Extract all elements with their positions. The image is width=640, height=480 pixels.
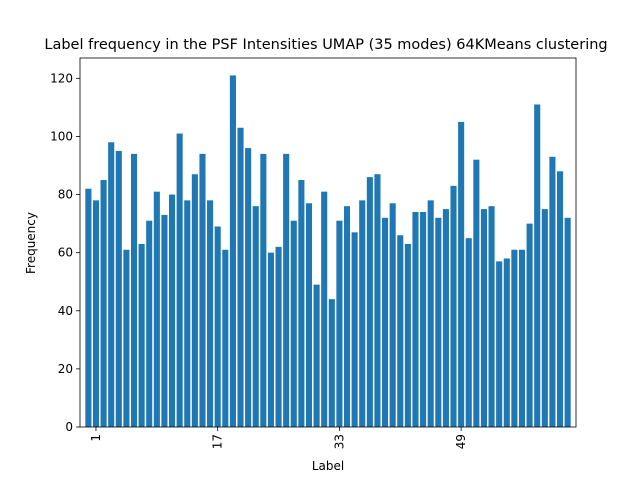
x-tick-label: 49 [454, 434, 468, 449]
bar [298, 180, 305, 427]
y-axis-label: Frequency [24, 212, 38, 274]
bar [480, 209, 487, 427]
bar [503, 258, 510, 427]
bar [351, 232, 358, 427]
bar [260, 153, 267, 427]
bar [374, 174, 381, 427]
bar [115, 150, 122, 428]
bar [359, 200, 366, 427]
bar [85, 188, 92, 427]
bar [420, 211, 427, 427]
bar [237, 127, 244, 427]
bar [366, 177, 373, 427]
bar [458, 121, 465, 428]
y-tick-label: 60 [58, 246, 73, 260]
bar [153, 191, 160, 427]
bar [229, 75, 236, 428]
bar [191, 174, 198, 427]
bars-group [85, 75, 571, 428]
bar [549, 156, 556, 428]
chart-title: Label frequency in the PSF Intensities U… [44, 37, 607, 53]
bar [207, 200, 214, 427]
x-tick-label: 17 [211, 434, 225, 449]
bar [465, 238, 472, 427]
bar [427, 200, 434, 427]
bar [245, 148, 252, 427]
bar [100, 180, 107, 427]
bar [123, 249, 130, 427]
bar [176, 133, 183, 428]
y-tick-label: 100 [50, 129, 73, 143]
bar [290, 220, 297, 427]
bar [336, 220, 343, 427]
bar [161, 214, 168, 427]
plot-frame [79, 57, 577, 428]
bar [313, 284, 320, 427]
x-tick-label: 1 [89, 434, 103, 442]
bar [130, 153, 138, 427]
bar [450, 185, 457, 427]
bar [169, 194, 176, 427]
bar [267, 252, 274, 427]
bar [435, 217, 442, 427]
x-axis: 1 17 33 49 [89, 427, 468, 449]
bar [283, 153, 290, 427]
y-tick-label: 20 [58, 362, 73, 376]
y-tick-label: 80 [58, 188, 73, 202]
bar [473, 159, 480, 427]
bar [146, 220, 153, 427]
bar [108, 142, 115, 427]
x-axis-label: Label [312, 459, 344, 473]
bar [518, 249, 526, 427]
bar [564, 217, 571, 427]
bar [541, 209, 548, 427]
bar [305, 203, 313, 427]
y-tick-label: 0 [65, 420, 73, 434]
bar [496, 261, 503, 427]
bar [252, 206, 259, 427]
bar [511, 249, 518, 427]
bar [442, 209, 449, 427]
bar [526, 223, 533, 427]
bar [222, 249, 229, 427]
bar [382, 217, 389, 427]
bar [92, 200, 100, 427]
y-tick-label: 120 [50, 71, 73, 85]
bar [214, 226, 221, 427]
bar [321, 191, 328, 427]
y-axis: 0 20 40 60 80 100 120 [50, 71, 80, 434]
bar [404, 243, 411, 427]
bar [275, 246, 282, 427]
bar [412, 211, 419, 427]
bar [138, 243, 145, 427]
bar [328, 299, 335, 427]
bar [397, 235, 404, 427]
bar [184, 200, 191, 427]
bar [488, 206, 495, 427]
bar [534, 104, 541, 428]
bar [389, 203, 396, 427]
y-tick-label: 40 [58, 304, 73, 318]
bar [343, 206, 351, 427]
x-tick-label: 33 [332, 434, 346, 449]
bar [199, 153, 206, 427]
bar [556, 171, 564, 427]
